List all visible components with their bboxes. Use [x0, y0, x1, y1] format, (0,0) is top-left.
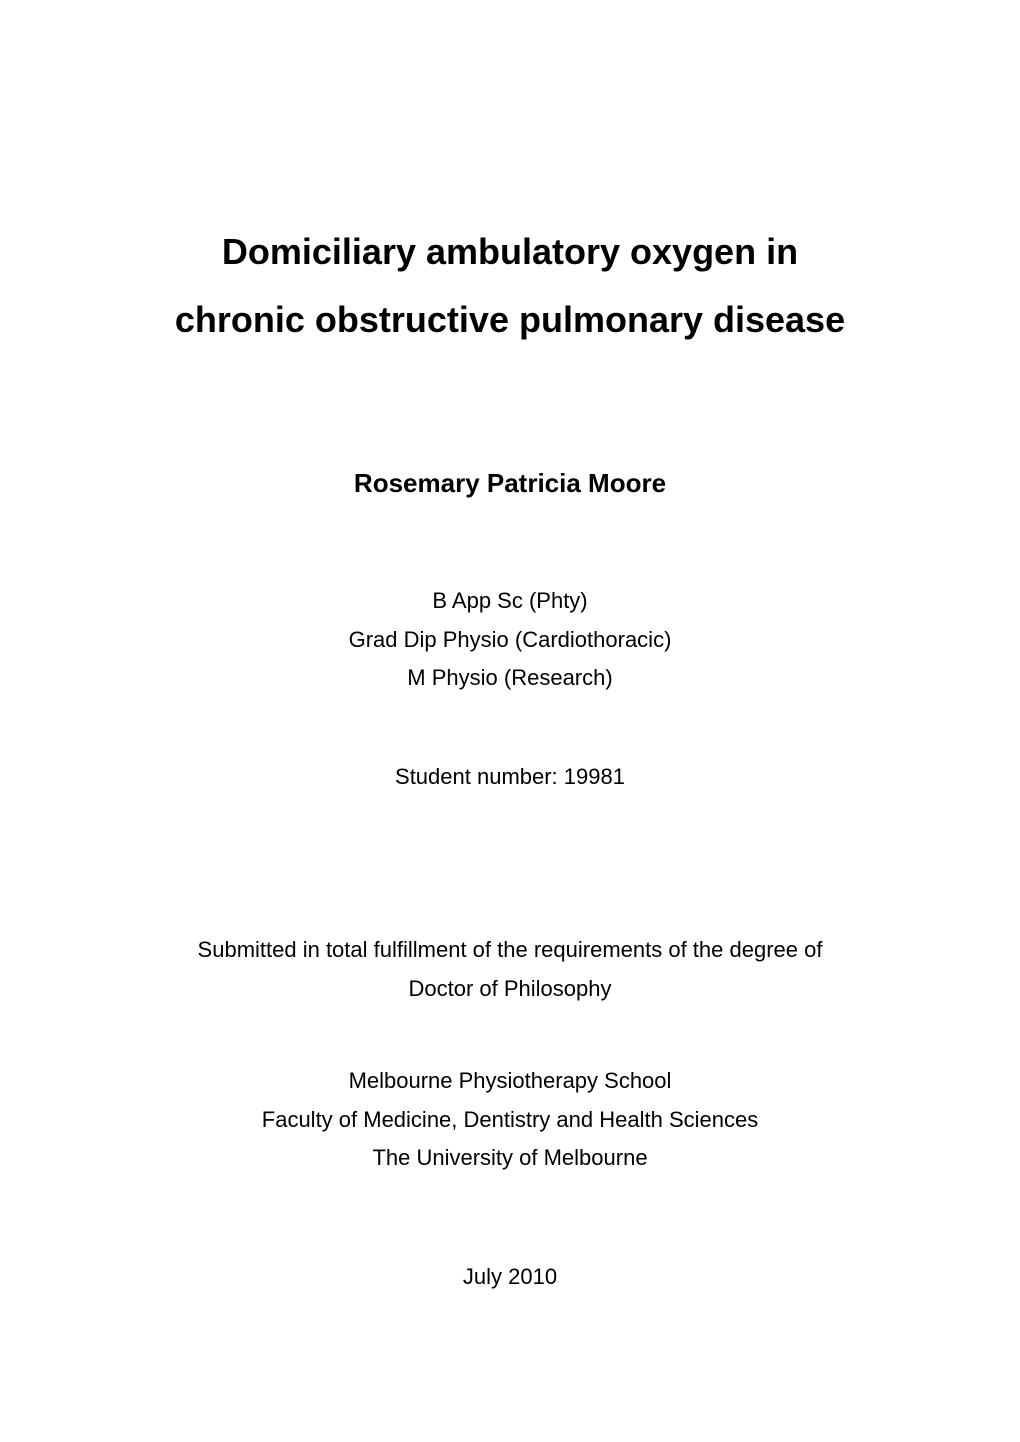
- student-number: Student number: 19981: [0, 764, 1020, 790]
- qualification-line: B App Sc (Phty): [0, 582, 1020, 621]
- institution-line: The University of Melbourne: [0, 1139, 1020, 1178]
- submission-date: July 2010: [0, 1264, 1020, 1290]
- author-qualifications: B App Sc (Phty) Grad Dip Physio (Cardiot…: [0, 582, 1020, 698]
- submission-statement: Submitted in total fulfillment of the re…: [0, 931, 1020, 1008]
- thesis-title: Domiciliary ambulatory oxygen in chronic…: [0, 218, 1020, 355]
- institution-line: Faculty of Medicine, Dentistry and Healt…: [0, 1101, 1020, 1140]
- submission-line: Submitted in total fulfillment of the re…: [0, 931, 1020, 970]
- thesis-title-line-2: chronic obstructive pulmonary disease: [0, 286, 1020, 354]
- thesis-title-line-1: Domiciliary ambulatory oxygen in: [0, 218, 1020, 286]
- institution-block: Melbourne Physiotherapy School Faculty o…: [0, 1062, 1020, 1178]
- qualification-line: M Physio (Research): [0, 659, 1020, 698]
- submission-line: Doctor of Philosophy: [0, 970, 1020, 1009]
- title-page: Domiciliary ambulatory oxygen in chronic…: [0, 0, 1020, 1442]
- author-name: Rosemary Patricia Moore: [0, 468, 1020, 499]
- qualification-line: Grad Dip Physio (Cardiothoracic): [0, 621, 1020, 660]
- institution-line: Melbourne Physiotherapy School: [0, 1062, 1020, 1101]
